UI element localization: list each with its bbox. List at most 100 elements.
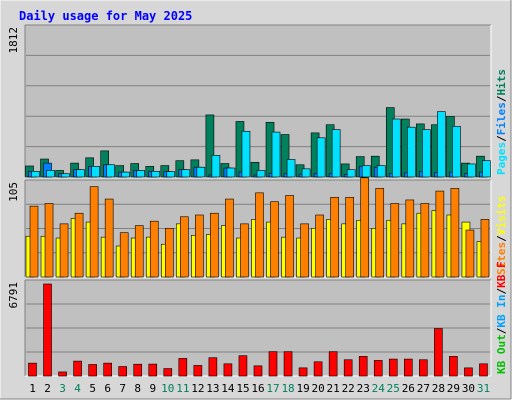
kbytes-bar [419,359,428,377]
x-tick-label: 20 [312,382,325,395]
sites-bar [435,190,445,278]
sites-bar [360,177,370,278]
kbytes-bar [479,363,488,377]
pages-bar [46,170,55,178]
x-tick-label: 10 [161,382,174,395]
pages-bar [482,160,491,178]
x-tick-label: 1 [29,382,36,395]
legend-entry: / [495,288,508,295]
kbytes-bar [178,358,188,377]
pages-bar [136,170,146,178]
kbytes-bar [388,358,398,377]
sites-bar [104,198,114,278]
sites-bar [255,192,264,278]
pages-bar [106,164,115,178]
sites-bar [149,220,159,278]
pages-bar [76,169,85,178]
pages-bar [61,173,70,178]
sites-bar [450,188,460,278]
pages-bar [121,171,130,178]
kbytes-bar [118,366,127,377]
kbytes-bar [328,351,338,377]
pages-bar [331,129,341,178]
x-tick-label: 29 [447,382,460,395]
sites-bar [390,203,400,278]
kbytes-bar [449,356,458,377]
pages-bar [181,169,191,178]
sites-bar [164,227,174,278]
legend-entry: KB Out [495,334,508,374]
pages-bar [196,166,206,178]
visits-sites-panel: 105 Sites/Visits [7,177,508,278]
legend-entry: Pages [495,142,508,175]
sites-bar [119,232,129,278]
kbytes-bar [43,283,52,377]
kbytes-bar [58,371,67,377]
chart-title: Daily usage for May 2025 [19,9,192,23]
pages-bar [301,168,311,178]
x-tick-label: 12 [191,382,204,395]
x-tick-label: 31 [477,382,490,395]
sites-bar [29,205,39,278]
pages-bar [166,171,176,178]
legend-entry: KB F [495,261,508,288]
kbytes-bar [313,361,323,377]
pages-bar [91,166,100,178]
x-tick-label: 27 [417,382,430,395]
x-tick-label: 21 [327,382,340,395]
sites-bar [375,188,385,278]
y-max-label: 6791 [7,282,20,309]
x-tick-label: 26 [402,382,415,395]
x-tick-label: 25 [387,382,400,395]
pages-bar [31,170,40,178]
sites-bar [210,212,219,278]
sites-bar [330,196,339,278]
kbytes-bar [238,355,248,377]
x-tick-label: 14 [221,382,235,395]
legend-entry: / [495,235,508,242]
x-axis-day-labels: 1 2 3 4 5 6 7 8 9 10 11 12 13 14 15 16 17 18 19 20 21 22 23 24 2… [29,382,490,395]
pages-bar [467,163,476,178]
sites-bar [480,219,490,278]
legend-right: Sites/Visits [495,196,508,276]
legend-entry: Visits [495,196,508,236]
sites-bar [465,229,475,278]
x-tick-label: 19 [296,382,309,395]
pages-bar [437,111,446,178]
x-tick-label: 24 [372,382,386,395]
sites-bar [180,216,189,278]
kbytes-bar [28,362,37,377]
sites-bar [44,203,54,278]
kbytes-bar [358,356,368,377]
kbytes-bar [133,363,143,377]
legend-entry: / [495,95,508,102]
kbytes-bar [283,351,293,377]
sites-bar [405,199,415,278]
sites-bar [420,203,430,278]
pages-bar [226,167,236,178]
pages-bar [422,129,431,178]
kbytes-bar [343,359,353,377]
sites-bar [285,195,294,278]
x-tick-label: 22 [342,382,355,395]
pages-bar [407,126,416,178]
kbytes-bar [223,363,233,377]
legend-entry: Files [495,102,508,135]
pages-bar [256,170,266,178]
legend-entry: Hits [495,69,508,96]
kbytes-bar [193,365,203,377]
kbytes-bar [208,357,218,377]
sites-bar [315,214,324,278]
legend-right: Pages/Files/Hits [495,69,508,175]
kbytes-bar [253,365,263,377]
sites-bar [74,212,84,278]
kbytes-bar [163,368,173,377]
x-tick-label: 11 [176,382,189,395]
legend-entry: Sites [495,242,508,275]
x-tick-label: 3 [59,382,66,395]
kbytes-bar [404,358,413,377]
pages-bar [391,118,401,178]
